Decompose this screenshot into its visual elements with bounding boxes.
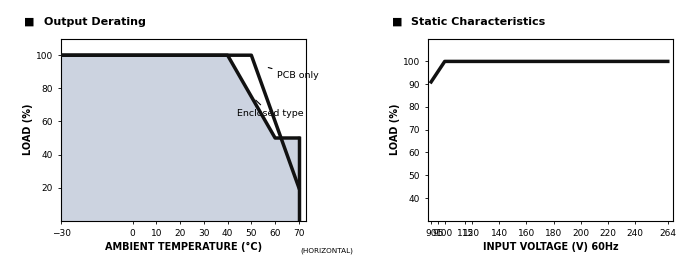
Y-axis label: LOAD (%): LOAD (%) [23, 104, 33, 155]
Y-axis label: LOAD (%): LOAD (%) [390, 104, 400, 155]
Polygon shape [61, 55, 299, 221]
Text: (HORIZONTAL): (HORIZONTAL) [300, 247, 353, 254]
Text: ■: ■ [392, 17, 402, 27]
X-axis label: INPUT VOLTAGE (V) 60Hz: INPUT VOLTAGE (V) 60Hz [483, 242, 619, 252]
Text: Output Derating: Output Derating [44, 17, 146, 27]
Text: PCB only: PCB only [269, 68, 319, 80]
Text: Enclosed type: Enclosed type [237, 100, 304, 118]
Text: ■: ■ [24, 17, 35, 27]
Text: Static Characteristics: Static Characteristics [411, 17, 545, 27]
X-axis label: AMBIENT TEMPERATURE (°C): AMBIENT TEMPERATURE (°C) [105, 242, 262, 252]
